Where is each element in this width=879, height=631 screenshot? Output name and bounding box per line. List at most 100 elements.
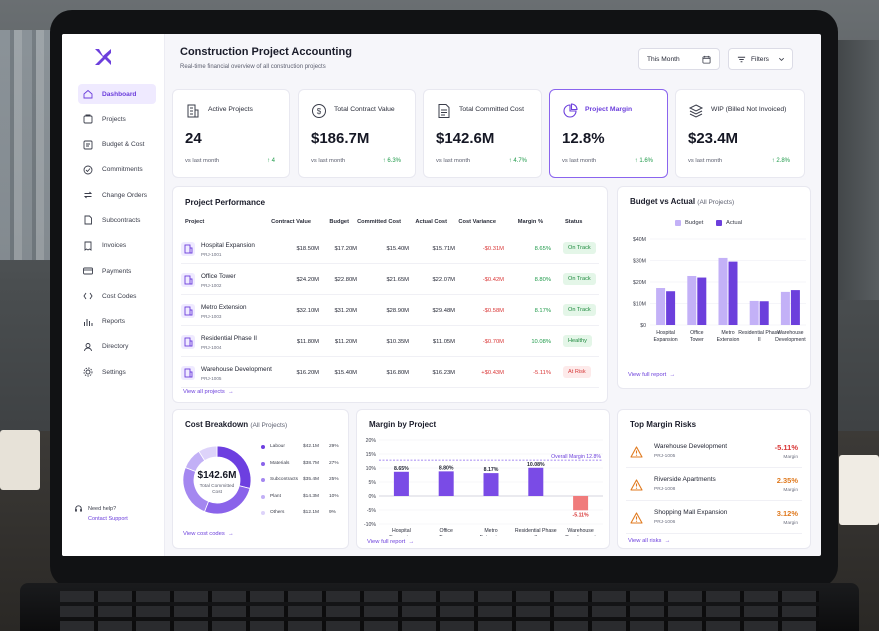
project-name[interactable]: Office Tower [201, 273, 236, 280]
legend-dot [261, 478, 265, 482]
kpi-comparison-label: vs last month [562, 158, 597, 164]
kpi-card-active-projects[interactable]: Active Projects 24 vs last month ↑ 4 [172, 89, 290, 178]
bar-value-label: 8.17% [484, 467, 499, 473]
sidebar-item-label: Projects [102, 115, 126, 123]
sidebar-item-invoices[interactable]: Invoices [78, 236, 156, 256]
commitments-icon [82, 164, 94, 176]
project-name[interactable]: Residential Phase II [201, 335, 258, 342]
margin-by-project-card: Margin by Project 20% 15% 10% 5% 0% -5% -10% Ov… [356, 409, 610, 549]
project-name[interactable]: Warehouse Development [201, 366, 272, 373]
kpi-delta: ↑ 2.8% [771, 158, 790, 164]
view-all-risks-link[interactable]: View all risks → [628, 538, 671, 544]
sidebar-item-settings[interactable]: Settings [78, 362, 156, 382]
home-icon [82, 88, 94, 100]
sidebar-item-budget-cost[interactable]: Budget & Cost [78, 135, 156, 155]
cell-contract: $16.20M [296, 370, 319, 376]
kpi-delta: ↑ 4.7% [508, 158, 527, 164]
y-tick-label: 5% [369, 480, 377, 486]
sidebar-item-change-orders[interactable]: Change Orders [78, 185, 156, 205]
sidebar-item-label: Commitments [102, 166, 143, 174]
breakdown-percent: 29% [329, 444, 339, 449]
column-header: Margin % [517, 219, 543, 225]
status-badge: On Track [563, 242, 596, 254]
bva-view-report-link[interactable]: View full report → [628, 372, 676, 378]
pie-icon [562, 103, 578, 119]
column-header: Cost Variance [458, 219, 496, 225]
view-all-projects-link[interactable]: View all projects → [183, 389, 234, 395]
project-id: PRJ-1003 [201, 314, 222, 319]
cell-actual: $22.07M [432, 277, 455, 283]
bar-actual [666, 291, 676, 325]
table-row[interactable]: Metro Extension PRJ-1003 $32.10M $31.20M $28… [181, 296, 599, 326]
contact-support-link[interactable]: Contact Support [88, 516, 128, 522]
sidebar-item-directory[interactable]: Directory [78, 337, 156, 357]
sidebar-item-reports[interactable]: Reports [78, 312, 156, 332]
donut-center-label-2: Cost [212, 490, 222, 495]
breakdown-percent: 27% [329, 460, 339, 466]
kpi-card-total-committed-cost[interactable]: Total Committed Cost $142.6M vs last month… [423, 89, 542, 178]
legend-actual-label: Actual [726, 220, 743, 226]
kpi-card-total-contract-value[interactable]: $ Total Contract Value $186.7M vs last mont… [298, 89, 416, 178]
breakdown-label: Others [270, 510, 285, 515]
y-tick-label: 15% [366, 452, 377, 458]
risk-row[interactable]: Riverside Apartments PRJ-1008 2.35% Margin [626, 469, 802, 501]
risk-margin-value: 3.12% [776, 509, 798, 518]
margin-bar [393, 471, 409, 496]
sidebar-item-dashboard[interactable]: Dashboard [78, 84, 156, 104]
sidebar-item-commitments[interactable]: Commitments [78, 160, 156, 180]
y-tick-label: 0% [369, 494, 377, 500]
filters-button[interactable]: Filters [728, 48, 793, 70]
period-select[interactable]: This Month [638, 48, 720, 70]
breakdown-label: Labour [270, 444, 285, 449]
cell-variance: -$0.70M [482, 339, 504, 345]
project-id: PRJ-1002 [201, 283, 222, 288]
risk-row[interactable]: Warehouse Development PRJ-1005 -5.11% Margi… [626, 436, 802, 468]
page-title: Construction Project Accounting [180, 46, 352, 58]
kpi-card-wip-billed-not-invoiced[interactable]: WIP (Billed Not Invoiced) $23.4M vs last m… [675, 89, 805, 178]
margin-by-project-title: Margin by Project [369, 420, 437, 429]
breakdown-label: Materials [270, 460, 290, 466]
calendar-icon [702, 55, 711, 64]
period-label: This Month [647, 55, 680, 63]
table-row[interactable]: Warehouse Development PRJ-1005 $16.20M $15.… [181, 358, 599, 388]
kpi-label: WIP (Billed Not Invoiced) [711, 106, 787, 113]
column-header: Status [565, 219, 583, 225]
breakdown-row: Subcontracts $35.4M 25% [261, 476, 349, 486]
project-name[interactable]: Metro Extension [201, 304, 247, 311]
table-row[interactable]: Hospital Expansion PRJ-1001 $18.50M $17.20M… [181, 234, 599, 264]
kpi-card-project-margin[interactable]: Project Margin 12.8% vs last month ↑ 1.6% [549, 89, 668, 178]
y-tick-label: $20M [633, 280, 646, 286]
overall-margin-label: Overall Margin 12.8% [551, 454, 601, 460]
risk-margin-value: 2.35% [776, 476, 798, 485]
cell-variance: -$0.58M [482, 308, 504, 314]
warning-icon [630, 445, 643, 463]
project-name[interactable]: Hospital Expansion [201, 242, 255, 249]
cost-breakdown-title-text: Cost Breakdown [185, 420, 249, 429]
sidebar-item-projects[interactable]: Projects [78, 109, 156, 129]
view-cost-codes-link[interactable]: View cost codes → [183, 531, 234, 537]
building-icon [181, 304, 195, 318]
breakdown-amount: $42.1M [303, 444, 319, 449]
table-row[interactable]: Office Tower PRJ-1002 $24.20M $22.80M $21.65… [181, 265, 599, 295]
kpi-comparison-label: vs last month [436, 158, 471, 164]
risks-title: Top Margin Risks [630, 420, 697, 429]
table-row[interactable]: Residential Phase II PRJ-1004 $11.80M $11.2… [181, 327, 599, 357]
bar-actual [697, 277, 707, 325]
margin-view-report-link[interactable]: View full report → [367, 539, 415, 545]
breakdown-label: Subcontracts [270, 477, 298, 482]
view-cost-codes-label: View cost codes [183, 531, 225, 537]
sidebar-item-cost-codes[interactable]: Cost Codes [78, 286, 156, 306]
kpi-delta: ↑ 6.3% [382, 158, 401, 164]
sidebar-item-payments[interactable]: Payments [78, 261, 156, 281]
legend-dot [261, 494, 265, 499]
status-badge: On Track [563, 304, 596, 316]
cell-actual: $15.71M [432, 246, 455, 252]
donut-center-value: $142.6M [197, 470, 237, 481]
risk-row[interactable]: Shopping Mall Expansion PRJ-1006 3.12% Marg… [626, 502, 802, 534]
sidebar-item-subcontracts[interactable]: Subcontracts [78, 210, 156, 230]
legend-dot [261, 445, 265, 449]
